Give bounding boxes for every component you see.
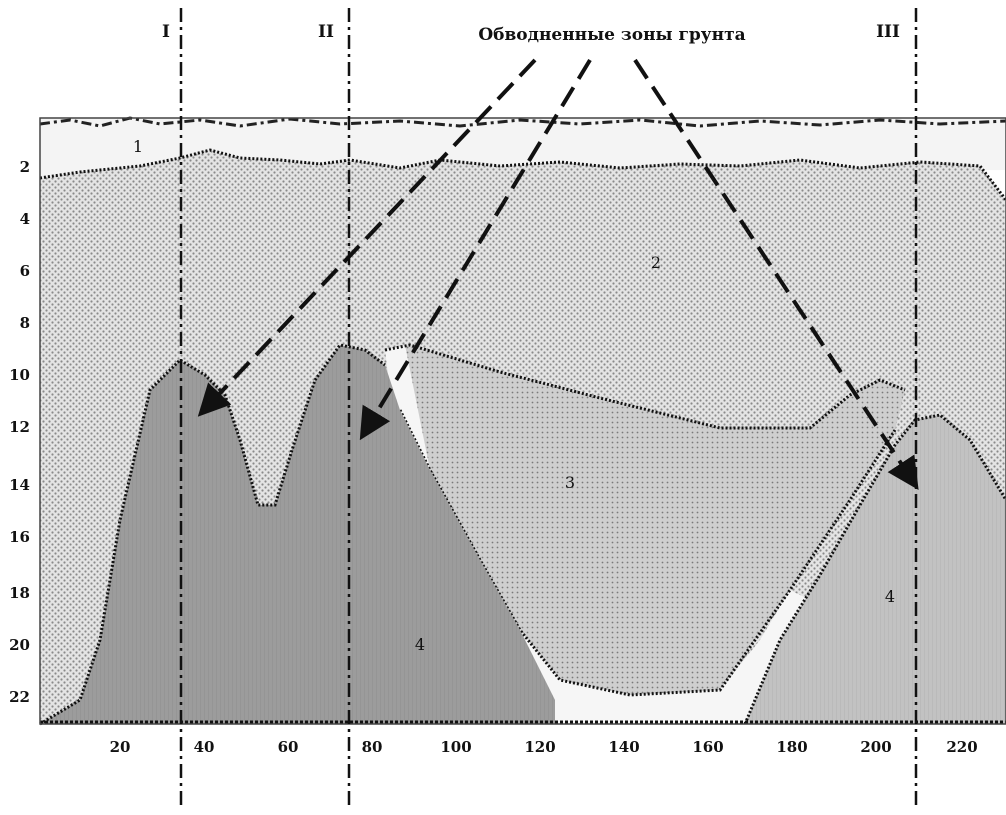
zone-3-lower-boundary: [398, 409, 897, 697]
y-tick-label: 14: [9, 476, 30, 494]
zone-1-top-noise: [39, 116, 1006, 128]
x-tick-label: 120: [524, 738, 555, 756]
x-tick-label: 140: [608, 738, 639, 756]
zone-4-left-boundary: [39, 343, 386, 726]
zone-4-right-boundary: [743, 413, 1006, 725]
x-tick-label: 80: [362, 738, 383, 756]
x-tick-label: 160: [692, 738, 723, 756]
x-tick-label: 180: [776, 738, 807, 756]
y-tick-label: 18: [9, 584, 30, 602]
x-tick-label: 60: [278, 738, 299, 756]
zone-3-region: [385, 345, 905, 695]
zone-4-left-region: [40, 345, 555, 724]
zone-label-4-left: 4: [415, 635, 425, 654]
y-tick-label: 2: [20, 158, 30, 176]
y-tick-label: 8: [20, 314, 30, 332]
zone-label-4-right: 4: [885, 587, 895, 606]
arrow-to-zone-iii: [633, 58, 919, 491]
zone-label-2: 2: [651, 253, 661, 272]
arrow-to-zone-ii: [359, 58, 592, 441]
y-tick-label: 20: [9, 636, 30, 654]
diagram-title: Обводненные зоны грунта: [478, 25, 745, 45]
y-tick-label: 4: [20, 210, 30, 228]
zone-3-upper-boundary: [384, 343, 906, 430]
x-axis: 20 40 60 80 100 120 140 160 180 200 220: [110, 738, 978, 756]
x-tick-label: 20: [110, 738, 131, 756]
zone-label-1: 1: [133, 137, 143, 156]
profile-marker-i: I: [162, 22, 170, 42]
y-axis: 2 4 6 8 10 12 14 16 18 20 22: [9, 158, 30, 706]
y-tick-label: 10: [9, 366, 30, 384]
plot-frame: [39, 117, 1006, 725]
y-tick-label: 22: [9, 688, 30, 706]
arrow-to-zone-i: [197, 58, 537, 417]
profile-marker-iii: III: [876, 22, 900, 42]
y-tick-label: 6: [20, 262, 30, 280]
zone-label-3: 3: [565, 473, 575, 492]
y-tick-label: 12: [9, 418, 30, 436]
zone-4-right-region: [745, 415, 1006, 724]
x-tick-label: 220: [946, 738, 977, 756]
x-tick-label: 100: [440, 738, 471, 756]
x-tick-label: 200: [860, 738, 891, 756]
profile-marker-ii: II: [318, 22, 334, 42]
y-tick-label: 16: [9, 528, 30, 546]
x-tick-label: 40: [194, 738, 215, 756]
